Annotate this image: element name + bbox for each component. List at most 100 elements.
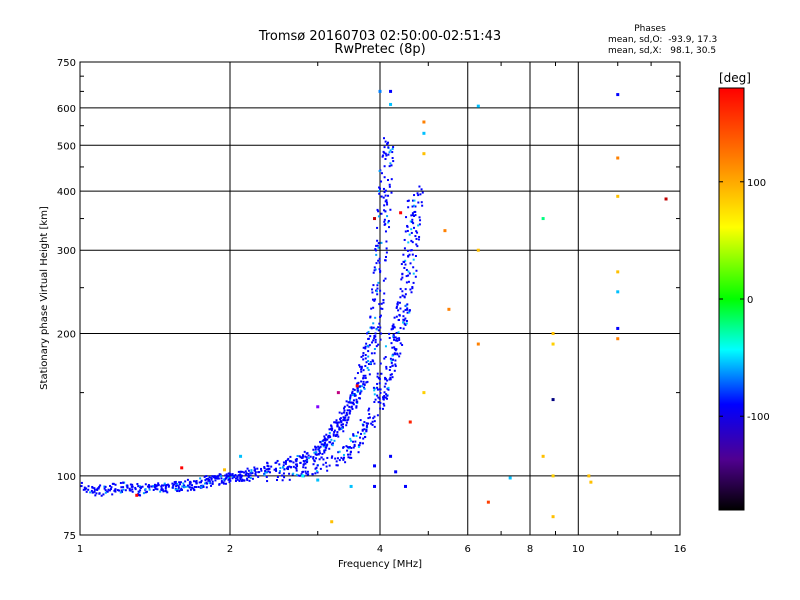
data-point — [192, 487, 195, 490]
data-point — [235, 477, 238, 480]
data-point — [383, 404, 386, 407]
data-point — [336, 431, 339, 434]
data-point — [180, 487, 183, 490]
chart-title: Tromsø 20160703 02:50:00-02:51:43 — [258, 29, 501, 44]
data-point — [356, 390, 359, 393]
data-point — [224, 482, 227, 485]
data-point — [376, 414, 379, 417]
data-point — [93, 488, 96, 491]
data-point — [337, 421, 340, 424]
data-point — [418, 235, 421, 238]
data-point — [389, 376, 392, 379]
data-point — [392, 323, 395, 326]
data-point — [342, 453, 345, 456]
data-point — [385, 201, 388, 204]
data-point — [351, 392, 354, 395]
data-point — [114, 490, 117, 493]
data-point — [266, 464, 269, 467]
data-point — [94, 494, 97, 497]
data-point — [214, 479, 217, 482]
data-point — [165, 484, 168, 487]
data-point — [295, 458, 298, 461]
data-point — [412, 258, 415, 261]
data-point — [326, 469, 329, 472]
data-point — [176, 488, 179, 491]
data-point — [387, 219, 390, 222]
data-point — [388, 378, 391, 381]
data-point — [405, 322, 408, 325]
data-point — [312, 463, 315, 466]
data-point — [324, 461, 327, 464]
data-point — [192, 480, 195, 483]
data-point — [366, 332, 369, 335]
data-point — [379, 338, 382, 341]
data-point — [131, 490, 134, 493]
data-point — [216, 475, 219, 478]
data-point — [403, 266, 406, 269]
data-point — [114, 488, 117, 491]
data-point — [379, 362, 382, 365]
data-point — [257, 471, 260, 474]
data-point — [247, 472, 250, 475]
data-point — [315, 457, 318, 460]
data-point — [409, 220, 412, 223]
data-point — [394, 359, 397, 362]
data-point — [375, 290, 378, 293]
data-point — [353, 388, 356, 391]
data-point — [220, 477, 223, 480]
data-point — [344, 461, 347, 464]
data-point — [246, 477, 249, 480]
data-point — [176, 482, 179, 485]
data-point — [345, 400, 348, 403]
data-point — [405, 275, 408, 278]
data-point — [331, 455, 334, 458]
data-point — [348, 411, 351, 414]
data-point — [113, 489, 116, 492]
data-point — [160, 487, 163, 490]
data-point — [373, 347, 376, 350]
data-point — [382, 298, 385, 301]
data-point — [404, 259, 407, 262]
data-point — [403, 319, 406, 322]
data-point — [99, 484, 102, 487]
data-point — [373, 299, 376, 302]
data-point — [376, 394, 379, 397]
data-point — [409, 249, 412, 252]
data-point — [245, 472, 248, 475]
data-point — [395, 331, 398, 334]
data-point — [159, 490, 162, 493]
data-point — [414, 205, 417, 208]
data-point — [91, 491, 94, 494]
data-point — [106, 490, 109, 493]
data-point — [312, 456, 315, 459]
data-point — [254, 468, 257, 471]
data-point — [184, 480, 187, 483]
data-point — [383, 385, 386, 388]
data-point — [372, 417, 375, 420]
data-point — [323, 449, 326, 452]
data-point — [359, 391, 362, 394]
data-point — [388, 332, 391, 335]
data-point — [177, 486, 180, 489]
data-point — [388, 185, 391, 188]
data-point — [340, 421, 343, 424]
data-point — [376, 372, 379, 375]
data-point — [223, 468, 227, 472]
data-point — [392, 325, 395, 328]
y-axis-label: Stationary phase Virtual Height [km] — [39, 206, 50, 390]
data-point — [349, 450, 352, 453]
data-point — [394, 339, 397, 342]
data-point — [254, 472, 257, 475]
data-point — [177, 485, 180, 488]
data-point — [374, 248, 377, 251]
data-point — [356, 387, 359, 390]
data-point — [379, 407, 382, 410]
data-point — [362, 383, 365, 386]
data-point — [336, 457, 339, 460]
data-point — [375, 253, 378, 256]
data-point — [352, 446, 355, 449]
data-point — [616, 326, 620, 330]
x-tick-label: 10 — [572, 544, 585, 555]
data-point — [137, 490, 140, 493]
data-point — [418, 185, 421, 188]
